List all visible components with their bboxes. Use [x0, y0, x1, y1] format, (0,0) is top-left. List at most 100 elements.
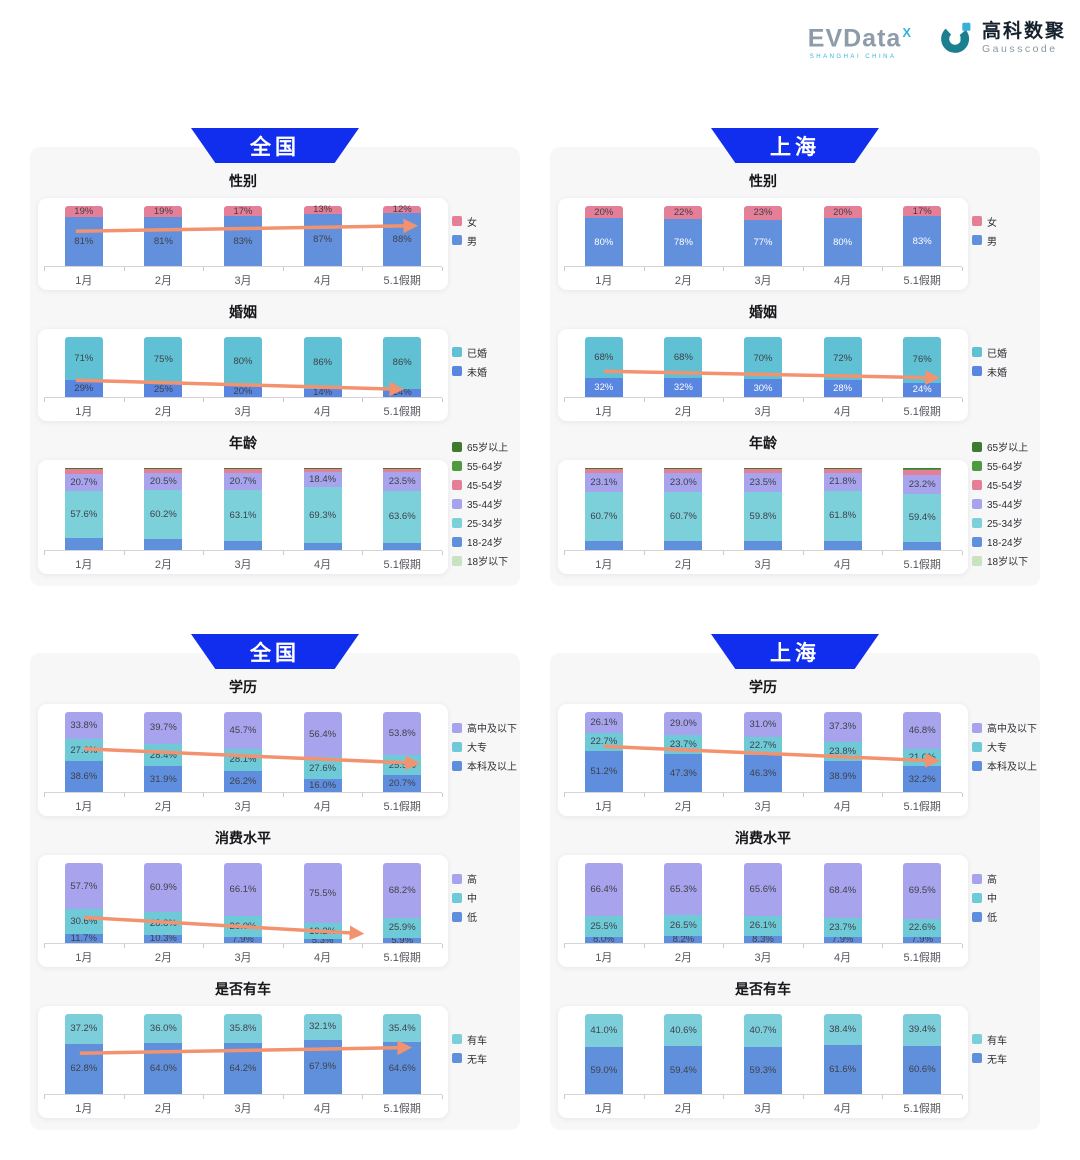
legend-item-大专: 大专: [972, 739, 1034, 754]
axis-tick: [643, 1095, 645, 1099]
chart-plot: 8.0% 25.5% 66.4% 8.2% 26.5% 65.3% 8.3% 26.1% 65.…: [564, 863, 962, 945]
axis-label-2月: 2月: [674, 1103, 692, 1115]
legend-item-45-54岁: 45-54岁: [972, 477, 1034, 492]
axis-tick: [882, 1095, 884, 1099]
bar-value-label: 61.6%: [829, 1063, 857, 1075]
bar-segment-45-54岁: [383, 468, 422, 472]
bar-5.1假期: 20.7% 25.5% 53.8%: [383, 712, 422, 792]
legend: 已婚 未婚: [448, 345, 514, 379]
bar-value-label: 32.1%: [309, 1021, 337, 1033]
bar-segment-大专: 22.7%: [584, 732, 623, 752]
bar-value-label: 24%: [912, 384, 932, 396]
bar-value-label: 20.5%: [149, 476, 177, 488]
bar-segment-45-54岁: [64, 468, 103, 475]
axis-tick: [962, 1095, 963, 1099]
chart-card: 11.7% 30.6% 57.7% 10.3% 28.8% 60.9% 7.9% 26.0% 6…: [38, 855, 448, 967]
legend-label: 高中及以下: [467, 724, 517, 735]
axis-tick: [643, 551, 645, 555]
bar-2月: 64.0% 36.0%: [144, 1014, 183, 1094]
bar-value-label: 20.7%: [229, 475, 257, 487]
axis-tick: [282, 944, 284, 948]
chart-car-national: 是否有车 62.8% 37.2% 64.0% 36.0% 64.2% 35.8% 67.9% 3…: [38, 979, 514, 1118]
axis-label-2月: 2月: [154, 275, 172, 287]
bar-segment-未婚: 28%: [823, 380, 862, 397]
chart-marriage-national: 婚姻 29% 71% 25% 75% 20% 80% 14% 86% 14% 86% 1月 2月 3月 4月…: [38, 302, 514, 421]
bar-segment-本科及以上: 16.0%: [303, 779, 342, 792]
bar-segment-本科及以上: 26.2%: [224, 771, 262, 792]
axis-tick: [362, 793, 364, 797]
bar-segment-无车: 59.0%: [584, 1046, 623, 1094]
dashboard: 全国 性别 81% 19% 81% 19% 83% 17% 87% 13% 88% 12% 1月 2月 3月…: [0, 128, 1080, 1130]
axis-tick: [282, 1095, 284, 1099]
legend-label: 低: [467, 913, 477, 924]
legend-label: 45-54岁: [467, 481, 503, 492]
bar-segment-已婚: 76%: [903, 337, 942, 383]
bar-segment-高: 65.3%: [664, 863, 703, 916]
axis-tick: [643, 267, 645, 271]
bar-segment-大专: 23.7%: [664, 735, 703, 755]
legend: 女男: [448, 214, 514, 248]
bar-value-label: 22%: [673, 207, 693, 219]
chart-plot: 38.6% 27.6% 33.8% 31.9% 28.4% 39.7% 26.2% 28.1%…: [44, 712, 442, 792]
axis-tick: [203, 398, 205, 402]
bar-2月: 81% 19%: [144, 206, 183, 266]
legend-label: 18岁以下: [987, 557, 1029, 568]
chart-card: 80% 20% 78% 22% 77% 23% 80% 20% 83% 17% 1月 2月 3月 4月 5.…: [558, 198, 968, 290]
axis-label-2月: 2月: [674, 801, 692, 813]
chart-plot: 32% 68% 32% 68% 30% 70% 28% 72% 24% 76%: [564, 337, 962, 397]
chart-age-national: 年龄 57.6% 20.7% 60.2% 20.5% 63.1% 20.7% 69.3% 18.…: [38, 433, 514, 574]
bar-segment-大专: 27.6%: [64, 739, 103, 762]
bar-segment-中: 25.9%: [383, 917, 422, 939]
axis-tick: [44, 793, 45, 797]
bar-segment-女: 13%: [303, 204, 342, 215]
chart-card: 29% 71% 25% 75% 20% 80% 14% 86% 14% 86% 1月 2月 3月 4月 5.…: [38, 329, 448, 421]
chart-plot: 62.8% 37.2% 64.0% 36.0% 64.2% 35.8% 67.9% 32.1%…: [44, 1014, 442, 1094]
bar-segment-中: 23.7%: [823, 917, 862, 937]
bar-segment-本科及以上: 46.3%: [744, 754, 782, 792]
legend-swatch: [452, 1034, 462, 1044]
bar-segment-未婚: 24%: [903, 382, 942, 397]
bar-segment-低: 10.3%: [144, 933, 183, 944]
axis-tick: [564, 1095, 565, 1099]
chart-plot: 29% 71% 25% 75% 20% 80% 14% 86% 14% 86%: [44, 337, 442, 398]
axis-label-4月: 4月: [314, 1103, 332, 1115]
bar-1月: 80% 20%: [584, 206, 623, 266]
axis-label-5.1假期: 5.1假期: [903, 801, 941, 813]
legend-item-25-34岁: 25-34岁: [972, 515, 1034, 530]
axis-label-1月: 1月: [595, 952, 613, 964]
chart-education-national: 学历 38.6% 27.6% 33.8% 31.9% 28.4% 39.7% 26.2% 28.…: [38, 677, 517, 816]
axis-label-4月: 4月: [834, 952, 852, 964]
axis-label-4月: 4月: [314, 952, 332, 964]
bar-segment-55-64岁: [903, 468, 942, 471]
bar-segment-中: 22.6%: [903, 918, 942, 937]
bar-5.1假期: 32.2% 21.0% 46.8%: [903, 712, 942, 792]
bar-segment-无车: 62.8%: [64, 1043, 103, 1094]
chart-marriage-shanghai: 婚姻 32% 68% 32% 68% 30% 70% 28% 72% 24% 76% 1月 2月 3月 4月…: [558, 302, 1034, 421]
axis-tick: [123, 793, 125, 797]
bar-3月: 64.2% 35.8%: [224, 1014, 262, 1094]
bar-segment-有车: 40.6%: [664, 1014, 703, 1047]
legend-item-已婚: 已婚: [972, 345, 1034, 360]
bar-4月: 16.0% 27.6% 56.4%: [303, 712, 342, 792]
bar-value-label: 60.7%: [590, 511, 618, 523]
bar-segment-男: 78%: [664, 219, 703, 266]
bar-segment-25-34岁: 60.2%: [144, 489, 183, 540]
legend-label: 无车: [987, 1054, 1007, 1066]
axis-tick: [203, 551, 205, 555]
bar-5.1假期: 63.6% 23.5%: [383, 468, 422, 550]
bar-value-label: 59.3%: [749, 1064, 777, 1076]
legend-item-55-64岁: 55-64岁: [972, 458, 1034, 473]
bar-value-label: 81%: [153, 236, 173, 248]
evdata-logo-subtitle: SHANGHAI CHINA: [809, 54, 897, 61]
bar-segment-无车: 61.6%: [823, 1044, 862, 1094]
axis-label-3月: 3月: [234, 275, 252, 287]
axis-tick: [282, 398, 284, 402]
bar-segment-男: 80%: [823, 218, 862, 266]
axis-tick: [564, 944, 565, 948]
bar-segment-高: 60.9%: [144, 863, 183, 912]
legend-swatch: [452, 722, 462, 733]
bar-value-label: 86%: [313, 357, 333, 369]
evdata-logo-text: EVData: [807, 24, 902, 53]
legend-swatch: [452, 1053, 462, 1063]
axis-label-1月: 1月: [75, 1103, 93, 1115]
